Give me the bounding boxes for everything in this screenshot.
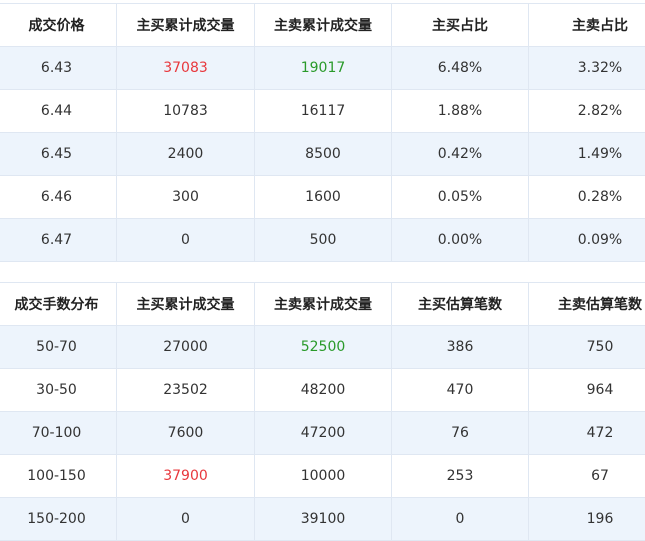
table-header-row: 成交价格 主买累计成交量 主卖累计成交量 主买占比 主卖占比 [0, 4, 645, 47]
header-buy-ratio: 主买占比 [392, 4, 529, 47]
buy-volume-cell: 37900 [117, 455, 255, 498]
table-row: 150-200 0 39100 0 196 [0, 498, 645, 541]
header-sell-cumulative-volume: 主卖累计成交量 [255, 4, 392, 47]
table-row: 6.46 300 1600 0.05% 0.28% [0, 176, 645, 219]
buy-volume-cell: 300 [117, 176, 255, 219]
header-buy-estimated-count: 主买估算笔数 [392, 283, 529, 326]
header-buy-cumulative-volume: 主买累计成交量 [117, 4, 255, 47]
lot-range-cell: 70-100 [0, 412, 117, 455]
table-row: 100-150 37900 10000 253 67 [0, 455, 645, 498]
sell-count-cell: 67 [529, 455, 645, 498]
sell-count-cell: 750 [529, 326, 645, 369]
buy-ratio-cell: 0.42% [392, 133, 529, 176]
price-cell: 6.45 [0, 133, 117, 176]
buy-count-cell: 76 [392, 412, 529, 455]
buy-volume-cell: 23502 [117, 369, 255, 412]
buy-volume-cell: 27000 [117, 326, 255, 369]
buy-volume-cell: 0 [117, 219, 255, 262]
sell-volume-cell: 1600 [255, 176, 392, 219]
buy-count-cell: 253 [392, 455, 529, 498]
lot-range-cell: 50-70 [0, 326, 117, 369]
buy-volume-cell: 0 [117, 498, 255, 541]
sell-ratio-cell: 0.28% [529, 176, 645, 219]
price-cell: 6.44 [0, 90, 117, 133]
buy-ratio-cell: 6.48% [392, 47, 529, 90]
table-row: 6.43 37083 19017 6.48% 3.32% [0, 47, 645, 90]
sell-ratio-cell: 2.82% [529, 90, 645, 133]
sell-volume-cell: 10000 [255, 455, 392, 498]
sell-volume-cell: 52500 [255, 326, 392, 369]
sell-volume-cell: 500 [255, 219, 392, 262]
header-sell-ratio: 主卖占比 [529, 4, 645, 47]
header-trade-price: 成交价格 [0, 4, 117, 47]
sell-volume-cell: 19017 [255, 47, 392, 90]
buy-volume-cell: 37083 [117, 47, 255, 90]
price-cell: 6.46 [0, 176, 117, 219]
buy-volume-cell: 7600 [117, 412, 255, 455]
header-sell-estimated-count: 主卖估算笔数 [529, 283, 645, 326]
sell-count-cell: 196 [529, 498, 645, 541]
sell-ratio-cell: 1.49% [529, 133, 645, 176]
buy-volume-cell: 10783 [117, 90, 255, 133]
header-sell-cumulative-volume: 主卖累计成交量 [255, 283, 392, 326]
price-cell: 6.47 [0, 219, 117, 262]
price-cell: 6.43 [0, 47, 117, 90]
buy-count-cell: 386 [392, 326, 529, 369]
sell-volume-cell: 48200 [255, 369, 392, 412]
sell-volume-cell: 8500 [255, 133, 392, 176]
table-row: 70-100 7600 47200 76 472 [0, 412, 645, 455]
buy-ratio-cell: 0.00% [392, 219, 529, 262]
sell-ratio-cell: 0.09% [529, 219, 645, 262]
lot-range-cell: 30-50 [0, 369, 117, 412]
lot-range-cell: 150-200 [0, 498, 117, 541]
sell-volume-cell: 47200 [255, 412, 392, 455]
table-row: 6.44 10783 16117 1.88% 2.82% [0, 90, 645, 133]
buy-volume-cell: 2400 [117, 133, 255, 176]
header-buy-cumulative-volume: 主买累计成交量 [117, 283, 255, 326]
buy-ratio-cell: 0.05% [392, 176, 529, 219]
buy-ratio-cell: 1.88% [392, 90, 529, 133]
sell-count-cell: 964 [529, 369, 645, 412]
table-row: 30-50 23502 48200 470 964 [0, 369, 645, 412]
price-distribution-table: 成交价格 主买累计成交量 主卖累计成交量 主买占比 主卖占比 6.43 3708… [0, 3, 645, 262]
table-row: 6.45 2400 8500 0.42% 1.49% [0, 133, 645, 176]
sell-volume-cell: 39100 [255, 498, 392, 541]
sell-count-cell: 472 [529, 412, 645, 455]
sell-ratio-cell: 3.32% [529, 47, 645, 90]
table-row: 6.47 0 500 0.00% 0.09% [0, 219, 645, 262]
sell-volume-cell: 16117 [255, 90, 392, 133]
buy-count-cell: 470 [392, 369, 529, 412]
header-lot-distribution: 成交手数分布 [0, 283, 117, 326]
lot-distribution-table: 成交手数分布 主买累计成交量 主卖累计成交量 主买估算笔数 主卖估算笔数 50-… [0, 282, 645, 541]
buy-count-cell: 0 [392, 498, 529, 541]
lot-range-cell: 100-150 [0, 455, 117, 498]
table-row: 50-70 27000 52500 386 750 [0, 326, 645, 369]
table-header-row: 成交手数分布 主买累计成交量 主卖累计成交量 主买估算笔数 主卖估算笔数 [0, 283, 645, 326]
